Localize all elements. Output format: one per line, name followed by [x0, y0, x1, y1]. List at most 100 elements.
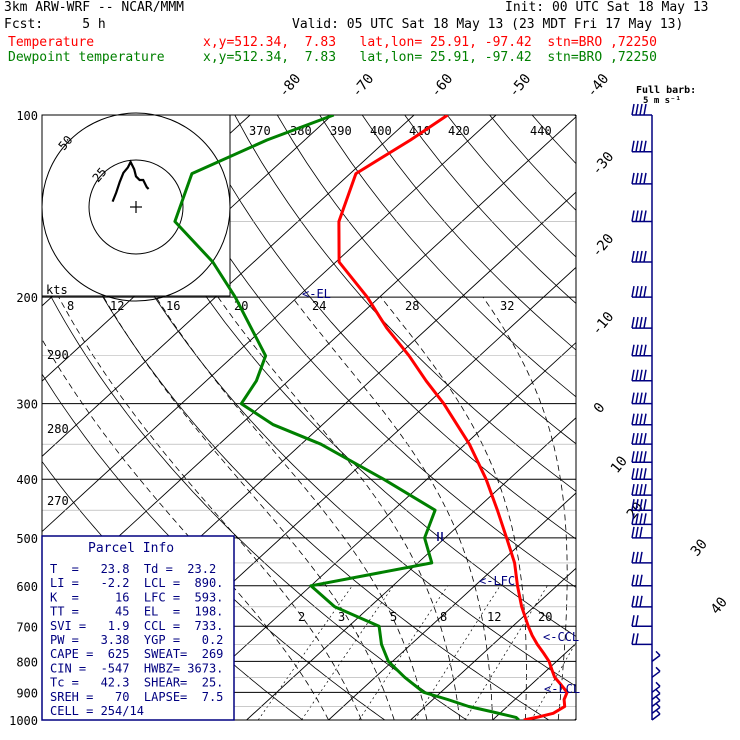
hodograph-ring-25 — [88, 159, 184, 255]
theta-labels: 370 380 390 400 410 420 440 290 280 270 — [47, 124, 552, 508]
theta-label: 410 — [409, 124, 431, 138]
dry-adiabat-line — [149, 115, 576, 588]
wind-barb-flag — [631, 250, 635, 263]
wind-barb-flag — [635, 210, 639, 222]
wind-barb-flag — [635, 103, 639, 116]
mixing-ratio-label: 24 — [312, 299, 326, 313]
wind-barb-flag — [655, 650, 661, 656]
temperature-axis-label: -60 — [428, 71, 457, 101]
wind-barb-flag — [631, 172, 635, 185]
wind-barb-flag — [631, 392, 635, 404]
temperature-axis-label: -80 — [276, 71, 305, 101]
wind-barb-flag — [655, 702, 661, 708]
temperature-axis-label: -40 — [584, 71, 613, 101]
forecast-hour: Fcst: 5 h — [4, 17, 106, 32]
sounding-profiles — [173, 115, 569, 720]
parcel-info: Parcel Info T = 23.8 Td = 23.2LI = -2.2 L… — [50, 541, 223, 718]
pressure-label: 600 — [16, 580, 38, 594]
wind-barb-flag — [643, 451, 647, 463]
wind-barb-flag — [655, 681, 661, 687]
dry-adiabat-line — [191, 115, 576, 540]
wind-barb-flag — [639, 451, 643, 463]
wind-barb-flag — [635, 413, 639, 425]
isotherm-line — [657, 115, 740, 720]
mixing-ratio-label: 12 — [110, 299, 124, 313]
temperature-labels: -80 -70 -60 -50 -40 -30 -20 -10 0 10 20 30 40 — [276, 71, 731, 618]
wind-barb-flag — [643, 316, 647, 329]
theta-label: 280 — [47, 422, 69, 436]
valid-time: Valid: 05 UTC Sat 18 May 13 (23 MDT Fri … — [292, 17, 684, 32]
dry-adiabat-line — [489, 115, 576, 211]
parcel-info-row: Tc = 42.3 SHEAR= 25. — [50, 676, 223, 690]
theta-label: 390 — [330, 124, 352, 138]
dewpoint-legend-label: Dewpoint temperature — [8, 50, 165, 65]
wind-barb-flag — [639, 285, 643, 298]
temperature-axis-label: 30 — [688, 536, 711, 559]
temperature-axis-label: 20 — [624, 499, 647, 522]
wind-barb-flag — [631, 413, 635, 425]
parcel-info-row: CIN = -547 HWBZ= 3673. — [50, 661, 223, 675]
pressure-label: 100 — [16, 109, 38, 123]
wind-barb-flag — [631, 513, 635, 525]
wind-barb-flag — [643, 250, 647, 263]
pressure-label: 500 — [16, 532, 38, 546]
hodograph-trace — [111, 159, 150, 203]
dry-adiabat-line — [107, 115, 576, 637]
mixing-ratio-line — [464, 585, 548, 720]
mixing-ratio-label: 28 — [405, 299, 419, 313]
temperature-axis-label: -10 — [589, 309, 618, 339]
theta-label: 440 — [530, 124, 552, 138]
temperature-axis-label: -20 — [589, 231, 618, 261]
wind-barb-flag — [635, 468, 639, 480]
wind-barb-flag — [643, 210, 647, 222]
wind-barb-flag — [655, 688, 661, 695]
parcel-info-row: T = 23.8 Td = 23.2 — [50, 562, 216, 576]
mixing-ratio-label: 3 — [338, 610, 345, 624]
parcel-info-row: SREH = 70 LAPSE= 7.5 — [50, 690, 223, 704]
isotherm-line — [0, 115, 4, 720]
isotherm-line — [42, 115, 497, 533]
wind-barb-flag — [639, 574, 643, 586]
dry-adiabat-line — [574, 115, 576, 118]
isotherm-line — [328, 492, 576, 720]
wind-barb-flag — [655, 709, 661, 715]
wind-barb-shaft — [651, 713, 661, 721]
wind-barb-flag — [631, 633, 635, 645]
wind-barb-flag — [631, 595, 635, 607]
init-time: Init: 00 UTC Sat 18 May 13 — [505, 0, 709, 15]
wind-barb-flag — [635, 250, 639, 263]
wind-barb-flag — [631, 103, 635, 116]
mixing-ratio-label: 20 — [538, 610, 552, 624]
dry-adiabat-line — [42, 278, 468, 720]
wind-barb-flag — [639, 526, 643, 539]
parcel-info-row: LI = -2.2 LCL = 890. — [50, 576, 223, 590]
dewpoint-profile-line — [173, 115, 520, 720]
wind-barb-flag — [639, 413, 643, 425]
wind-barb-flag — [639, 499, 643, 511]
temperature-axis-label: 0 — [591, 400, 609, 417]
moist-adiabat-line — [217, 296, 461, 720]
temperature-axis-label: -30 — [589, 149, 618, 179]
wind-barb-flag — [631, 499, 635, 511]
wind-barb-flag — [643, 344, 647, 356]
wind-barb-flag — [643, 413, 647, 425]
wind-barb-flag — [631, 433, 635, 445]
mixing-ratio-line — [257, 585, 353, 720]
wind-barb-flag — [639, 468, 643, 480]
wind-barb-flag — [631, 210, 635, 222]
mixing-ratio-label: 8 — [67, 299, 74, 313]
wind-barb-flag — [631, 574, 635, 586]
parcel-info-row: SVI = 1.9 CCL = 733. — [50, 619, 223, 633]
isotherm-line — [246, 417, 576, 720]
wind-barb-flag — [635, 551, 639, 564]
moist-adiabat-line — [588, 297, 618, 720]
wind-barb-flag — [631, 615, 635, 627]
wind-barb-flag — [635, 526, 639, 539]
mixing-ratio-line — [530, 641, 576, 720]
isotherm-line — [164, 341, 576, 720]
dry-adiabat-line — [319, 115, 576, 398]
temperature-legend-info: x,y=512.34, 7.83 lat,lon= 25.91, -97.42 … — [203, 35, 657, 50]
wind-barb-flag — [631, 484, 635, 496]
wind-barb-flag — [635, 369, 639, 381]
wind-barb-flag — [643, 433, 647, 445]
